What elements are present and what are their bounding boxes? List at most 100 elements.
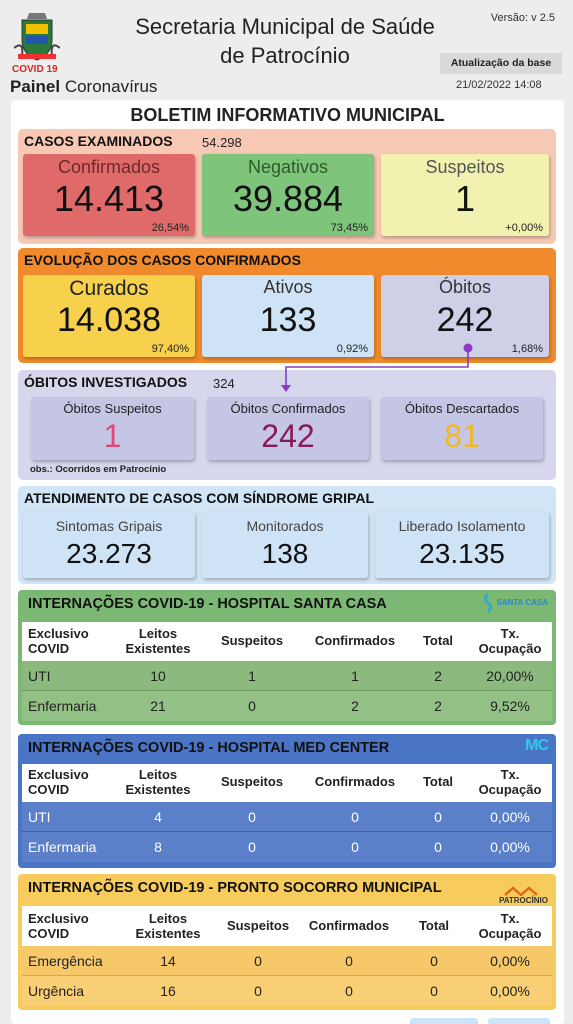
card-obitos-suspeitos: Óbitos Suspeitos 1 [31, 397, 194, 460]
col-header: Exclusivo COVID [28, 911, 89, 941]
row-cell: 2 [434, 698, 442, 714]
patrocinio-logo-icon [504, 886, 539, 896]
row-cell: Enfermaria [28, 839, 97, 855]
version-label: Versão: v 2.5 [490, 12, 555, 24]
col-header: Confirmados [314, 774, 396, 789]
card-value: 138 [261, 538, 309, 569]
row-cell: 0 [248, 698, 256, 714]
table-row: Emergência 14 0 0 0 0,00% [22, 946, 552, 976]
card-value: 81 [444, 418, 480, 454]
table-row: UTI 10 1 1 2 20,00% [22, 661, 552, 691]
row-cell: 0 [254, 953, 262, 969]
table-row: Enfermaria 8 0 0 0 0,00% [22, 832, 552, 862]
covid-tag: COVID 19 [12, 64, 58, 75]
section-title: CASOS EXAMINADOS [24, 133, 173, 149]
table-header: Exclusivo COVID Leitos Existentes Suspei… [22, 764, 552, 802]
obitos-note: obs.: Ocorridos em Patrocínio [30, 464, 167, 475]
row-cell: 0 [430, 983, 438, 999]
table-row: Enfermaria 21 0 2 2 9,52% [22, 691, 552, 721]
row-cell: 0,00% [490, 839, 530, 855]
card-label: Confirmados [57, 157, 161, 177]
col-header: Exclusivo COVID [28, 767, 89, 797]
table-body: Exclusivo COVID Leitos Existentes Suspei… [22, 622, 552, 721]
row-cell: 0,00% [490, 983, 530, 999]
card-value: 14.038 [57, 301, 161, 339]
card-obitos-confirmados: Óbitos Confirmados 242 [207, 397, 369, 460]
col-header: Tx. Ocupação [478, 911, 542, 941]
update-base-button[interactable]: Atualização da base [440, 53, 562, 74]
table-row: Urgência 16 0 0 0 0,00% [22, 976, 552, 1006]
table-body: Exclusivo COVID Leitos Existentes Suspei… [22, 906, 552, 1006]
table-body: Exclusivo COVID Leitos Existentes Suspei… [22, 764, 552, 863]
card-value: 242 [436, 301, 494, 339]
row-cell: 2 [351, 698, 359, 714]
col-header: Suspeitos [220, 633, 284, 648]
med-center-logo: MC [525, 737, 549, 754]
table-santa-casa: INTERNAÇÕES COVID-19 - HOSPITAL SANTA CA… [18, 590, 556, 725]
col-header: Tx. Ocupação [478, 626, 542, 656]
row-cell: 0 [248, 839, 256, 855]
section-casos-examinados: CASOS EXAMINADOS 54.298 Confirmados 14.4… [18, 129, 556, 244]
card-value: 23.273 [66, 538, 152, 569]
card-label: Óbitos [438, 277, 492, 297]
card-value: 39.884 [232, 178, 344, 219]
santa-casa-logo: SANTA CASA [482, 592, 548, 614]
row-cell: 10 [150, 668, 166, 684]
obitos-total: 324 [213, 376, 235, 391]
row-cell: UTI [28, 809, 51, 825]
card-label: Liberado Isolamento [398, 518, 526, 534]
col-header: Confirmados [314, 633, 396, 648]
card-percent: 0,92% [336, 343, 368, 355]
card-label: Óbitos Descartados [404, 401, 520, 416]
row-cell: 4 [154, 809, 162, 825]
bottom-scroll-tab[interactable] [410, 1018, 478, 1024]
card-value: 14.413 [53, 178, 165, 219]
casos-total: 54.298 [202, 135, 242, 150]
row-cell: 0 [345, 953, 353, 969]
bottom-scroll-tab[interactable] [488, 1018, 550, 1024]
card-negativos: Negativos 39.884 73,45% [202, 154, 374, 236]
section-atendimento: ATENDIMENTO DE CASOS COM SÍNDROME GRIPAL… [18, 486, 556, 584]
row-cell: 9,52% [490, 698, 530, 714]
row-cell: 0 [434, 809, 442, 825]
col-header: Total [422, 774, 454, 789]
section-title: ATENDIMENTO DE CASOS COM SÍNDROME GRIPAL [24, 490, 375, 506]
row-cell: 8 [154, 839, 162, 855]
table-header: Exclusivo COVID Leitos Existentes Suspei… [22, 906, 552, 946]
row-cell: UTI [28, 668, 51, 684]
row-cell: Emergência [28, 953, 103, 969]
col-header: Total [418, 918, 450, 933]
panel-label: Painel Coronavírus [10, 77, 158, 96]
row-cell: 0,00% [490, 809, 530, 825]
card-label: Negativos [247, 157, 329, 177]
city-crest-icon [14, 13, 60, 61]
row-cell: 0 [430, 953, 438, 969]
card-confirmados: Confirmados 14.413 26,54% [23, 154, 195, 236]
card-value: 1 [103, 418, 122, 454]
card-suspeitos: Suspeitos 1 +0,00% [381, 154, 549, 236]
col-header: Leitos Existentes [135, 911, 201, 941]
row-cell: 2 [434, 668, 442, 684]
card-value: 1 [454, 178, 476, 219]
card-curados: Curados 14.038 97,40% [23, 275, 195, 357]
col-header: Tx. Ocupação [478, 767, 542, 797]
table-pronto-socorro: INTERNAÇÕES COVID-19 - PRONTO SOCORRO MU… [18, 874, 556, 1010]
card-liberado-isolamento: Liberado Isolamento 23.135 [375, 512, 549, 578]
col-header: Total [422, 633, 454, 648]
row-cell: Enfermaria [28, 698, 97, 714]
row-cell: 21 [150, 698, 166, 714]
board-title: BOLETIM INFORMATIVO MUNICIPAL [130, 105, 445, 125]
card-percent: +0,00% [505, 222, 543, 234]
row-cell: 1 [351, 668, 359, 684]
patrocinio-logo: PATROCÍNIO [499, 886, 548, 905]
table-header: Exclusivo COVID Leitos Existentes Suspei… [22, 622, 552, 661]
card-percent: 1,68% [511, 343, 543, 355]
col-header: Exclusivo COVID [28, 626, 89, 656]
row-cell: 0 [345, 983, 353, 999]
row-cell: 0 [434, 839, 442, 855]
table-title: INTERNAÇÕES COVID-19 - HOSPITAL SANTA CA… [28, 596, 387, 612]
card-ativos: Ativos 133 0,92% [202, 275, 374, 357]
section-title: ÓBITOS INVESTIGADOS [24, 374, 188, 390]
card-value: 23.135 [419, 538, 505, 569]
section-obitos-investigados: ÓBITOS INVESTIGADOS 324 Óbitos Suspeitos… [18, 370, 556, 480]
